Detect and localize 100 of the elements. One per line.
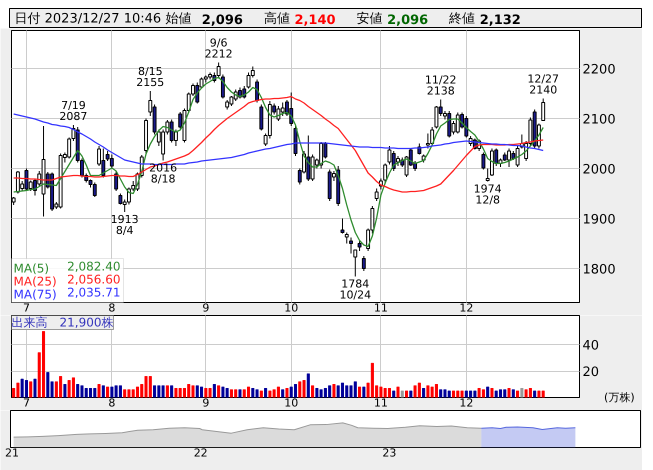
bar	[396, 386, 400, 398]
bar	[212, 384, 216, 398]
bar	[340, 382, 344, 398]
annotation: 9/6 2212	[204, 36, 233, 60]
x-tick-label: 9	[202, 396, 210, 410]
candlestick	[259, 104, 264, 131]
bar	[132, 389, 135, 398]
x-tick-label: 21	[5, 446, 20, 460]
bar	[285, 388, 288, 398]
bar	[503, 389, 506, 398]
bar	[336, 385, 340, 398]
bar	[281, 389, 284, 398]
bar	[63, 384, 66, 398]
candlestick	[276, 106, 280, 122]
y-tick-label: 20	[582, 365, 600, 380]
bar	[178, 388, 182, 398]
bar	[246, 386, 250, 398]
candlestick	[426, 133, 430, 149]
candlestick	[319, 142, 324, 169]
y-tick-label: 2100	[582, 112, 616, 128]
candlestick	[490, 148, 494, 176]
candlestick	[358, 240, 362, 252]
bar	[93, 388, 96, 398]
bar	[16, 382, 20, 398]
bar	[226, 388, 229, 398]
bar	[234, 389, 238, 398]
candlestick	[362, 256, 366, 272]
x-tick-label: 11	[374, 396, 388, 410]
bar	[405, 390, 408, 398]
bar	[516, 390, 520, 398]
bar	[276, 386, 280, 398]
bar	[102, 385, 105, 398]
bar	[443, 389, 447, 398]
x-tick-label: 7	[22, 302, 30, 314]
bar	[392, 390, 396, 398]
annotation: 2016 8/18	[149, 162, 178, 186]
bar	[123, 389, 126, 398]
candlestick	[225, 100, 230, 110]
bar	[370, 362, 374, 398]
bar	[512, 389, 515, 398]
bar	[191, 385, 195, 398]
bar	[434, 384, 438, 398]
bar	[542, 390, 545, 398]
annotation: 1784 10/24	[339, 278, 372, 302]
annotation: 1974 12/8	[474, 182, 502, 207]
bar	[332, 384, 336, 398]
x-tick-label: 12	[459, 302, 474, 314]
bar	[439, 389, 442, 398]
y-tick-label: 2000	[582, 162, 616, 178]
x-tick-label: 9	[202, 302, 210, 314]
bar	[306, 373, 310, 398]
candlestick	[170, 119, 174, 143]
candlestick	[24, 168, 28, 192]
bar	[136, 386, 140, 398]
bar	[217, 385, 220, 398]
bar	[452, 390, 456, 398]
candlestick	[92, 182, 97, 198]
y-tick-label: 40	[582, 338, 600, 354]
annotation: 11/22 2138	[424, 73, 457, 98]
text: MA(5) 2,082.40	[14, 260, 120, 276]
candlestick	[216, 62, 221, 79]
bar	[84, 388, 88, 398]
bar	[242, 389, 246, 398]
bar	[24, 380, 28, 398]
x-tick-label: 23	[382, 446, 396, 460]
bar	[456, 390, 460, 398]
bar	[118, 385, 122, 398]
bar	[388, 388, 391, 398]
candlestick	[516, 146, 520, 168]
candlestick	[306, 135, 310, 182]
bar	[264, 388, 268, 398]
bar	[260, 390, 263, 398]
candlestick	[110, 154, 114, 169]
bar	[153, 385, 156, 398]
bar	[354, 381, 357, 398]
bar	[362, 386, 366, 398]
x-tick-label: 11	[374, 302, 388, 314]
bar	[315, 388, 318, 398]
bar	[68, 380, 71, 398]
x-tick-label: 8	[108, 396, 116, 410]
candlestick	[16, 170, 20, 194]
bar	[196, 385, 199, 398]
bar	[157, 385, 160, 398]
bar	[384, 388, 387, 398]
bar	[166, 385, 169, 398]
bar	[409, 390, 412, 398]
bar	[20, 378, 24, 398]
bar	[494, 390, 498, 398]
candlestick	[349, 237, 353, 254]
bar	[473, 390, 476, 398]
bar	[110, 386, 114, 398]
bar	[478, 388, 481, 398]
bar	[414, 385, 417, 398]
bar	[148, 376, 152, 398]
bar	[72, 377, 75, 398]
bar	[106, 386, 110, 398]
annotation: 8/15 2155	[136, 64, 164, 89]
bar	[33, 378, 37, 398]
bar	[46, 372, 50, 398]
y-axis-title: (万株)	[604, 391, 635, 404]
